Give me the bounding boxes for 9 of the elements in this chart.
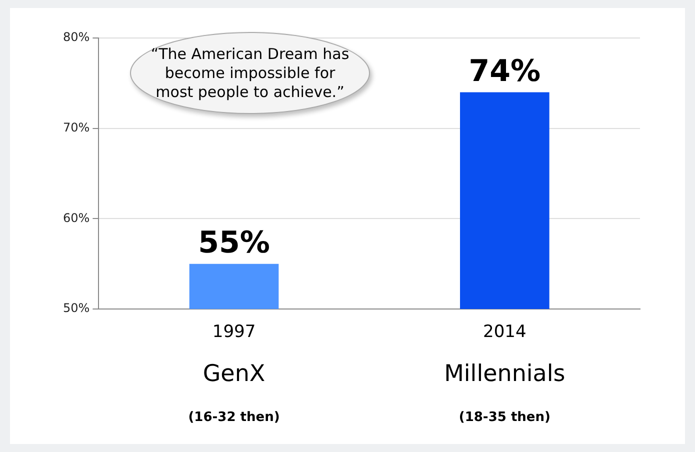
x-tick-label: 1997 GenX (16-32 then) [188, 322, 280, 425]
y-tick-label: 50% [63, 301, 90, 316]
x-tick-label: 2014 Millennials (18-35 then) [444, 322, 566, 425]
data-label: 74% [468, 54, 541, 89]
annotation: “The American Dream has become impossible for most people to achieve.” [150, 44, 350, 102]
data-label: 55% [198, 226, 270, 261]
y-tick-label: 80% [63, 30, 90, 44]
y-tick-label: 60% [63, 210, 90, 225]
y-tick-label: 70% [63, 120, 90, 134]
